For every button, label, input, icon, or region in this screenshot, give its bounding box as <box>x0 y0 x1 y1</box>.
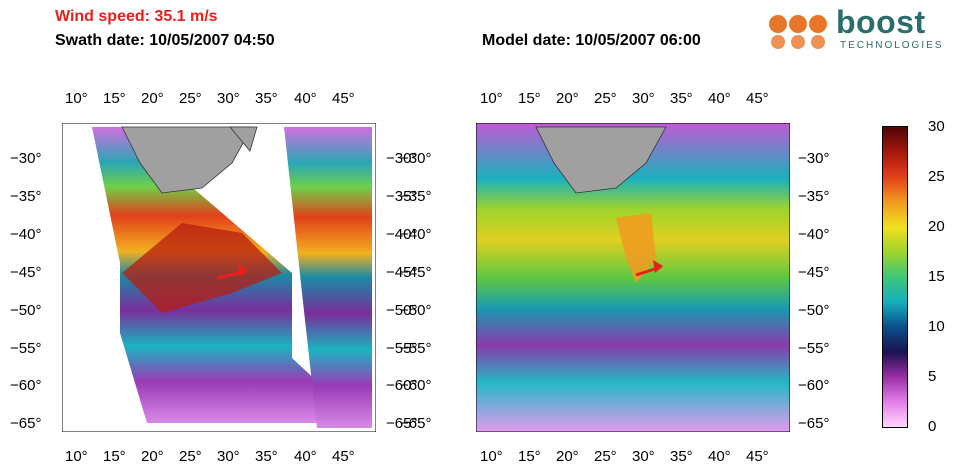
lat-label-left: −40° <box>10 226 42 243</box>
lat-label-mid-b: −55° <box>400 340 432 357</box>
lat-label-mid-b: −65° <box>400 415 432 432</box>
colorbar <box>882 126 908 428</box>
lat-label-right: −30° <box>798 150 830 167</box>
colorbar-tick-label: 0 <box>928 418 937 435</box>
lon-label-top-right: 30° <box>632 90 655 107</box>
swath-right <box>284 127 372 428</box>
colorbar-tick-label: 10 <box>928 318 945 335</box>
lat-label-mid-a: −50° <box>386 302 418 319</box>
lon-label-top-right: 25° <box>594 90 617 107</box>
lon-label-bottom-left: 35° <box>255 448 278 465</box>
model-high-wind-core <box>616 213 656 283</box>
lat-label-left: −60° <box>10 377 42 394</box>
lon-label-bottom-right: 40° <box>708 448 731 465</box>
lon-label-bottom-left: 30° <box>217 448 240 465</box>
lat-label-right: −60° <box>798 377 830 394</box>
lon-label-bottom-left: 15° <box>103 448 126 465</box>
colorbar-tick-label: 30 <box>928 118 945 135</box>
wind-speed-title: Wind speed: 35.1 m/s <box>55 8 218 25</box>
lon-label-bottom-left: 40° <box>294 448 317 465</box>
swath-wind-map <box>62 123 376 432</box>
lat-label-left: −50° <box>10 302 42 319</box>
lat-label-right: −45° <box>798 264 830 281</box>
lat-label-mid-a: −30° <box>386 150 418 167</box>
lat-label-mid-a: −35° <box>386 188 418 205</box>
lon-label-bottom-right: 15° <box>518 448 541 465</box>
swath-date-title: Swath date: 10/05/2007 04:50 <box>55 32 275 49</box>
logo-wordmark: boost <box>836 4 926 40</box>
land-madagascar <box>229 126 258 152</box>
lon-label-top-left: 35° <box>255 90 278 107</box>
lon-label-bottom-right: 10° <box>480 448 503 465</box>
colorbar-tick-label: 20 <box>928 218 945 235</box>
lon-label-top-left: 15° <box>103 90 126 107</box>
lon-label-bottom-left: 25° <box>179 448 202 465</box>
lon-label-top-right: 15° <box>518 90 541 107</box>
lon-label-bottom-left: 10° <box>65 448 88 465</box>
lon-label-top-left: 45° <box>332 90 355 107</box>
lon-label-top-right: 40° <box>708 90 731 107</box>
lat-label-left: −30° <box>10 150 42 167</box>
lat-label-right: −35° <box>798 188 830 205</box>
lat-label-mid-a: −45° <box>386 264 418 281</box>
lon-label-top-left: 40° <box>294 90 317 107</box>
boost-logo: boost TECHNOLOGIES <box>766 4 956 54</box>
colorbar-tick-label: 25 <box>928 168 945 185</box>
lat-label-mid-a: −55° <box>386 340 418 357</box>
high-wind-core <box>122 223 282 313</box>
lat-label-left: −45° <box>10 264 42 281</box>
model-wind-map <box>476 123 790 432</box>
boost-dots-icon <box>769 15 827 49</box>
lat-label-mid-a: −60° <box>386 377 418 394</box>
lon-label-bottom-left: 45° <box>332 448 355 465</box>
land-africa-model <box>535 126 667 194</box>
colorbar-tick-label: 5 <box>928 368 937 385</box>
logo-subtitle: TECHNOLOGIES <box>840 40 944 51</box>
lon-label-bottom-right: 30° <box>632 448 655 465</box>
lon-label-top-left: 20° <box>141 90 164 107</box>
lat-label-mid-a: −65° <box>386 415 418 432</box>
lat-label-left: −55° <box>10 340 42 357</box>
lat-label-right: −50° <box>798 302 830 319</box>
lat-label-left: −65° <box>10 415 42 432</box>
lon-label-top-left: 30° <box>217 90 240 107</box>
lon-label-bottom-right: 45° <box>746 448 769 465</box>
lon-label-top-right: 20° <box>556 90 579 107</box>
lat-label-mid-b: −40° <box>400 226 432 243</box>
model-date-title: Model date: 10/05/2007 06:00 <box>482 32 701 49</box>
lat-label-mid-a: −40° <box>386 226 418 243</box>
lon-label-bottom-left: 20° <box>141 448 164 465</box>
lat-label-right: −40° <box>798 226 830 243</box>
lon-label-bottom-right: 35° <box>670 448 693 465</box>
lon-label-bottom-right: 25° <box>594 448 617 465</box>
lon-label-top-right: 45° <box>746 90 769 107</box>
lat-label-left: −35° <box>10 188 42 205</box>
lon-label-top-left: 10° <box>65 90 88 107</box>
lat-label-mid-b: −60° <box>400 377 432 394</box>
lat-label-mid-b: −35° <box>400 188 432 205</box>
lat-label-right: −55° <box>798 340 830 357</box>
lon-label-top-right: 35° <box>670 90 693 107</box>
colorbar-tick-label: 15 <box>928 268 945 285</box>
lat-label-mid-b: −50° <box>400 302 432 319</box>
lat-label-mid-b: −45° <box>400 264 432 281</box>
lat-label-right: −65° <box>798 415 830 432</box>
lon-label-top-left: 25° <box>179 90 202 107</box>
lat-label-mid-b: −30° <box>400 150 432 167</box>
lon-label-bottom-right: 20° <box>556 448 579 465</box>
lon-label-top-right: 10° <box>480 90 503 107</box>
